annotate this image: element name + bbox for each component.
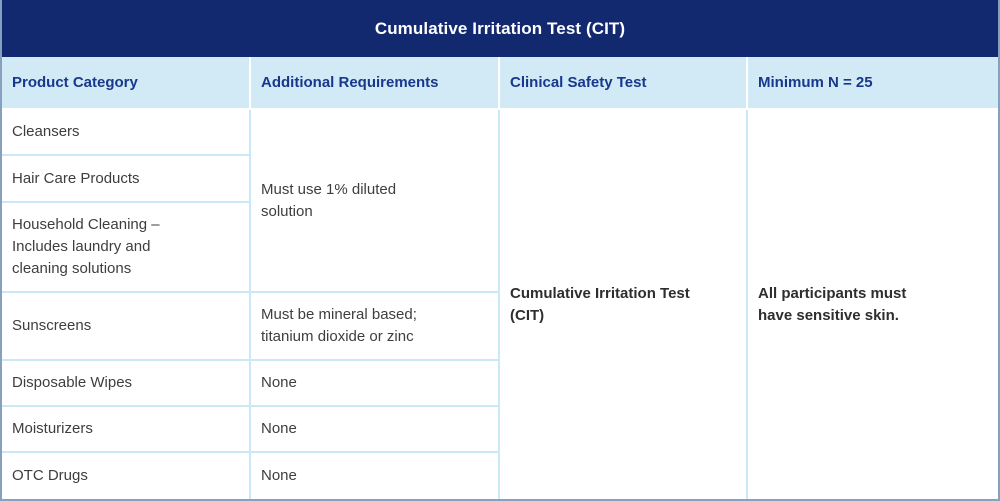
product-label: Moisturizers	[12, 420, 93, 438]
col-header-label: Additional Requirements	[261, 74, 439, 91]
table-row-moisturizers: Moisturizers None	[2, 407, 998, 453]
clinical-safety-test-value: Cumulative Irritation Test (CIT)	[510, 284, 690, 324]
col-header-clinical-safety-test: Clinical Safety Test	[500, 57, 748, 110]
minimum-n-cell: All participants must have sensitive ski…	[748, 110, 998, 499]
requirement-label: None	[261, 420, 297, 438]
requirement-label: None	[261, 374, 297, 392]
product-label: Sunscreens	[12, 317, 92, 335]
table-title: Cumulative Irritation Test (CIT)	[374, 18, 626, 38]
col-header-label: Clinical Safety Test	[510, 74, 647, 91]
table-row-cleansers: Cleansers Must use 1% diluted solution C…	[2, 110, 998, 499]
clinical-safety-test-cell: Cumulative Irritation Test (CIT)	[500, 110, 748, 499]
product-label: Cleansers	[12, 123, 80, 141]
requirement-label: None	[261, 467, 297, 485]
product-label: OTC Drugs	[12, 467, 88, 485]
requirement-cell: None	[251, 453, 500, 499]
table-row-otc-drugs: OTC Drugs None	[2, 453, 998, 499]
requirement-cell-group: Must use 1% diluted solution	[251, 110, 500, 293]
product-cell: Disposable Wipes	[2, 361, 251, 407]
col-header-label: Minimum N = 25	[758, 74, 873, 91]
cit-table: Product Category Additional Requirements…	[2, 57, 998, 499]
minimum-n-value: All participants must have sensitive ski…	[758, 284, 907, 324]
col-header-label: Product Category	[12, 74, 138, 91]
product-cell: Sunscreens	[2, 293, 251, 361]
product-label: Hair Care Products	[12, 169, 140, 187]
requirement-cell: None	[251, 361, 500, 407]
requirement-label: Must be mineral based; titanium dioxide …	[261, 306, 417, 345]
col-header-additional-requirements: Additional Requirements	[251, 57, 500, 110]
product-cell: Household Cleaning – Includes laundry an…	[2, 203, 251, 293]
requirement-cell: Must be mineral based; titanium dioxide …	[251, 293, 500, 361]
requirement-label: Must use 1% diluted solution	[261, 180, 397, 220]
product-label: Disposable Wipes	[12, 374, 133, 392]
table-row-hair-care: Hair Care Products	[2, 156, 998, 203]
product-label: Household Cleaning – Includes laundry an…	[12, 216, 160, 277]
table-title-bar: Cumulative Irritation Test (CIT)	[2, 0, 998, 57]
table-row-household-cleaning: Household Cleaning – Includes laundry an…	[2, 203, 998, 293]
product-cell: Cleansers	[2, 110, 251, 156]
col-header-product-category: Product Category	[2, 57, 251, 110]
table-row-disposable-wipes: Disposable Wipes None	[2, 361, 998, 407]
product-cell: Moisturizers	[2, 407, 251, 453]
product-cell: Hair Care Products	[2, 156, 251, 203]
requirement-cell: None	[251, 407, 500, 453]
table-row-sunscreens: Sunscreens Must be mineral based; titani…	[2, 293, 998, 361]
col-header-minimum-n: Minimum N = 25	[748, 57, 998, 110]
header-row: Product Category Additional Requirements…	[2, 57, 998, 110]
product-cell: OTC Drugs	[2, 453, 251, 499]
